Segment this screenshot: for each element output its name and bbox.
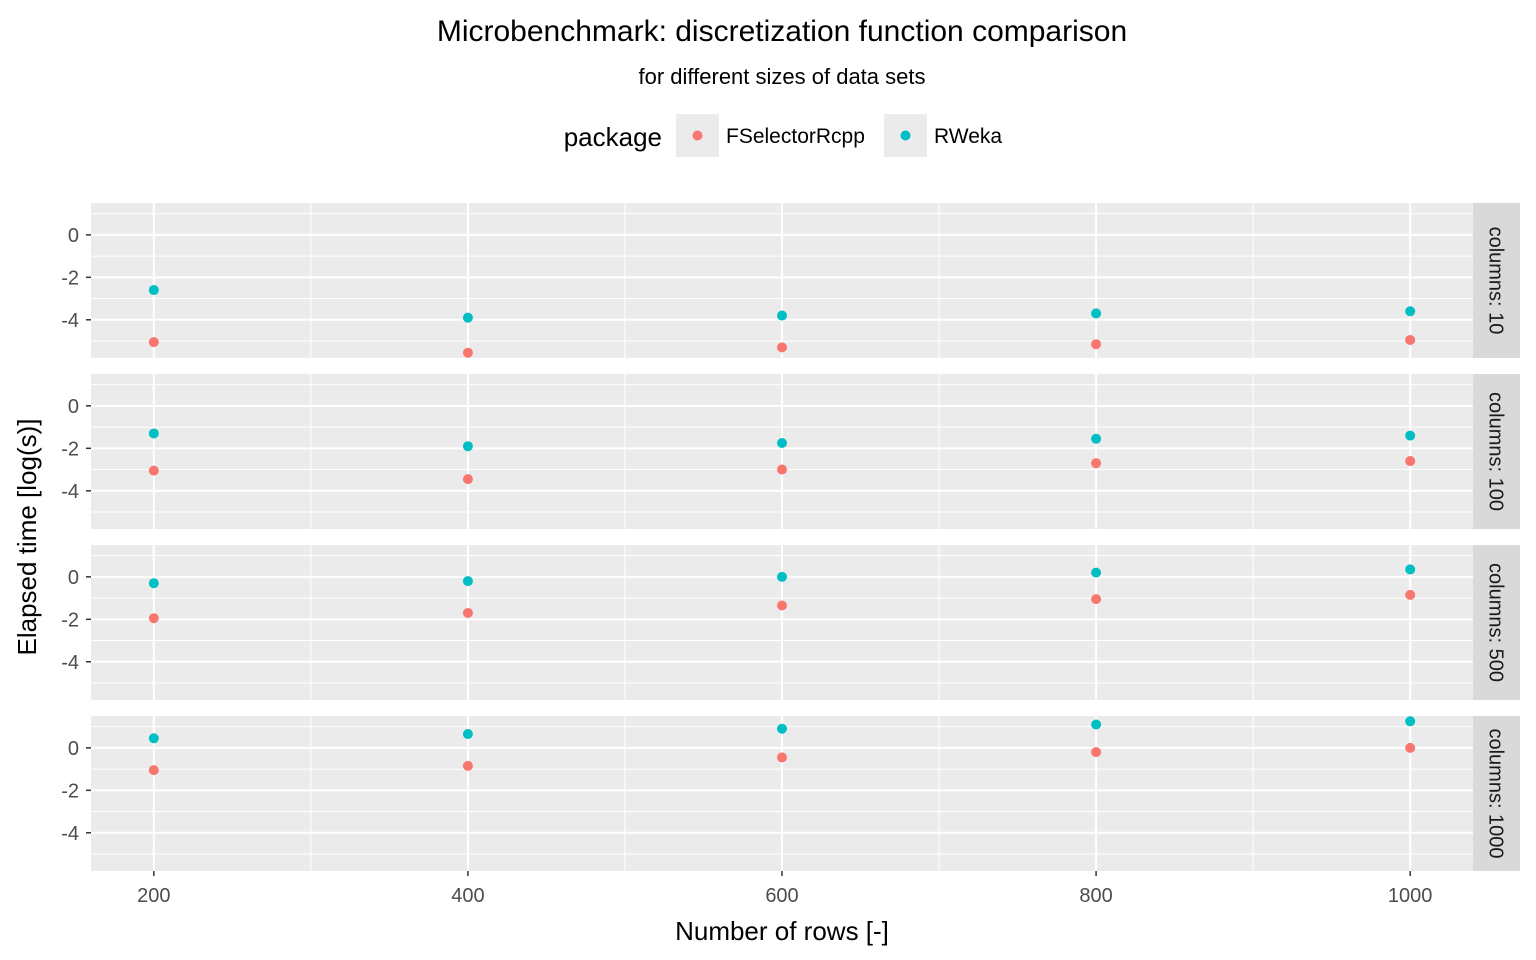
panel-columns-1000: 0 -2 -4 columns: 1000	[61, 716, 1520, 871]
y-tick-label: -4	[61, 823, 79, 845]
data-point-fselectorrcpp-200	[148, 613, 159, 624]
data-point-rweka-1000	[1405, 716, 1416, 727]
facet-strip	[1473, 716, 1520, 871]
data-point-rweka-1000	[1405, 306, 1416, 317]
data-point-fselectorrcpp-200	[148, 337, 159, 348]
y-axis-title: Elapsed time [log(s)]	[12, 419, 42, 656]
y-tick-label: -2	[61, 609, 79, 631]
series-rweka	[148, 716, 1416, 744]
data-point-rweka-600	[777, 438, 787, 449]
facet-strip	[1473, 545, 1520, 700]
data-point-fselectorrcpp-1000	[1405, 456, 1416, 467]
series-rweka	[148, 564, 1416, 589]
data-point-fselectorrcpp-1000	[1405, 334, 1416, 345]
x-axis-title: Number of rows [-]	[675, 916, 889, 946]
data-point-rweka-200	[148, 578, 159, 589]
series-rweka	[148, 428, 1416, 452]
facet-strip-label: columns: 100	[1485, 392, 1507, 511]
legend-label-rweka: RWeka	[934, 125, 1002, 148]
data-point-rweka-600	[777, 571, 787, 582]
data-point-rweka-400	[462, 729, 473, 740]
data-point-rweka-600	[777, 723, 787, 734]
data-point-rweka-200	[148, 428, 159, 439]
data-point-rweka-1000	[1405, 430, 1416, 441]
data-point-rweka-1000	[1405, 564, 1416, 575]
series-fselectorrcpp	[148, 742, 1416, 776]
data-point-fselectorrcpp-400	[462, 347, 473, 358]
y-tick-label: 0	[68, 567, 79, 589]
data-point-rweka-400	[462, 312, 473, 323]
data-point-fselectorrcpp-600	[777, 342, 787, 353]
legend-label-fselectorrcpp: FSelectorRcpp	[726, 125, 865, 148]
facet-panels: 0-2-4 columns: 100-2-4 columns: 1000-2-4 co…	[61, 203, 1520, 871]
data-point-fselectorrcpp-800	[1091, 458, 1102, 469]
data-point-rweka-800	[1091, 567, 1102, 578]
y-tick-label: -4	[61, 310, 79, 332]
data-point-fselectorrcpp-600	[777, 600, 787, 611]
series-fselectorrcpp	[148, 456, 1416, 485]
x-tick-label: 1000	[1388, 885, 1433, 907]
series-fselectorrcpp	[148, 589, 1416, 624]
x-tick-label: 400	[451, 885, 484, 907]
panel-columns-500: 0 -2 -4 columns: 500	[61, 545, 1520, 700]
y-tick-label: -2	[61, 438, 79, 460]
data-point-fselectorrcpp-1000	[1405, 742, 1416, 753]
data-point-rweka-800	[1091, 308, 1102, 319]
data-point-fselectorrcpp-800	[1091, 339, 1102, 350]
legend-point-fselectorrcpp	[692, 130, 703, 141]
data-point-fselectorrcpp-200	[148, 765, 159, 776]
facet-strip	[1473, 203, 1520, 358]
data-point-rweka-600	[777, 310, 787, 321]
panel-columns-10: 0 -2 -4 columns: 10	[61, 203, 1520, 358]
legend-item-rweka: RWeka	[884, 114, 1002, 157]
data-point-fselectorrcpp-600	[777, 464, 787, 475]
data-point-fselectorrcpp-600	[777, 752, 787, 763]
data-point-rweka-800	[1091, 433, 1102, 444]
y-tick-label: 0	[68, 225, 79, 247]
data-point-fselectorrcpp-1000	[1405, 589, 1416, 600]
y-tick-label: 0	[68, 738, 79, 760]
data-point-rweka-400	[462, 576, 473, 587]
data-point-fselectorrcpp-400	[462, 760, 473, 771]
data-point-rweka-800	[1091, 719, 1102, 730]
y-tick-label: -2	[61, 267, 79, 289]
data-point-fselectorrcpp-800	[1091, 747, 1102, 758]
facet-strip-label: columns: 1000	[1485, 728, 1507, 858]
series-fselectorrcpp	[148, 334, 1416, 358]
data-point-fselectorrcpp-400	[462, 607, 473, 618]
chart-subtitle: for different sizes of data sets	[639, 64, 926, 89]
legend: package FSelectorRcpp RWeka	[564, 114, 1002, 157]
x-axis: 200 400 600 800 1000	[137, 871, 1432, 907]
data-point-rweka-200	[148, 733, 159, 744]
series-rweka	[148, 285, 1416, 323]
data-point-fselectorrcpp-200	[148, 465, 159, 476]
legend-point-rweka	[900, 130, 911, 141]
data-point-fselectorrcpp-400	[462, 474, 473, 485]
panel-columns-100: 0 -2 -4 columns: 100	[61, 374, 1520, 529]
y-tick-label: -2	[61, 780, 79, 802]
data-point-rweka-200	[148, 285, 159, 296]
legend-item-fselectorrcpp: FSelectorRcpp	[676, 114, 865, 157]
x-tick-label: 600	[765, 885, 798, 907]
data-point-rweka-400	[462, 441, 473, 452]
y-tick-label: -4	[61, 481, 79, 503]
x-tick-label: 200	[137, 885, 170, 907]
data-point-fselectorrcpp-800	[1091, 594, 1102, 605]
facet-strip-label: columns: 500	[1485, 563, 1507, 682]
y-tick-label: -4	[61, 652, 79, 674]
y-tick-label: 0	[68, 396, 79, 418]
legend-title: package	[564, 122, 662, 152]
facet-strip	[1473, 374, 1520, 529]
facet-strip-label: columns: 10	[1485, 227, 1507, 335]
chart-title: Microbenchmark: discretization function …	[437, 15, 1127, 48]
x-tick-label: 800	[1079, 885, 1112, 907]
